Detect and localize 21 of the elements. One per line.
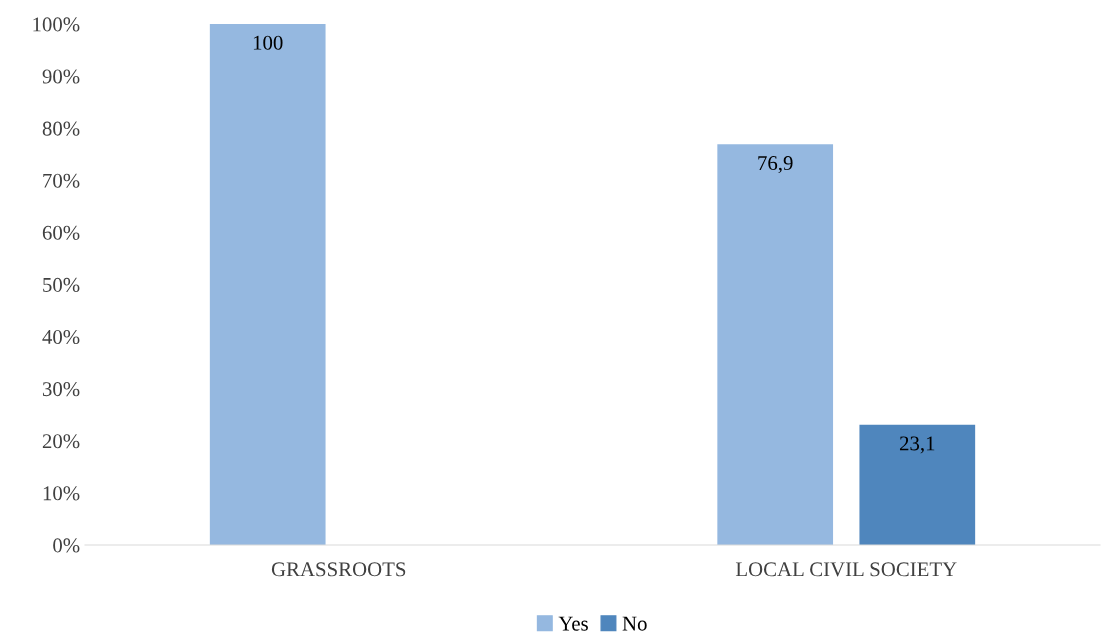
bar: [209, 24, 326, 545]
legend-label: Yes: [558, 616, 588, 631]
data-label: 23,1: [899, 436, 935, 454]
legend-label: No: [622, 616, 647, 631]
bar: [717, 144, 834, 545]
y-tick-label: 50%: [43, 277, 80, 292]
y-tick-label: 60%: [42, 225, 80, 240]
bar: [859, 424, 976, 545]
x-tick-label: LOCAL CIVIL SOCIETY: [735, 562, 957, 577]
y-tick-label: 20%: [42, 434, 80, 449]
y-tick-label: 90%: [42, 69, 80, 84]
y-tick-label: 30%: [42, 382, 80, 397]
y-tick-label: 100%: [33, 17, 80, 32]
data-label: 100: [253, 35, 283, 50]
y-tick-label: 70%: [43, 173, 80, 188]
x-tick-label: GRASSROOTS: [271, 562, 406, 577]
y-tick-label: 40%: [42, 329, 80, 345]
y-tick-label: 0%: [53, 538, 80, 553]
data-label: 76,9: [758, 156, 793, 174]
y-tick-label: 10%: [43, 486, 80, 501]
y-tick-label: 80%: [42, 121, 80, 136]
